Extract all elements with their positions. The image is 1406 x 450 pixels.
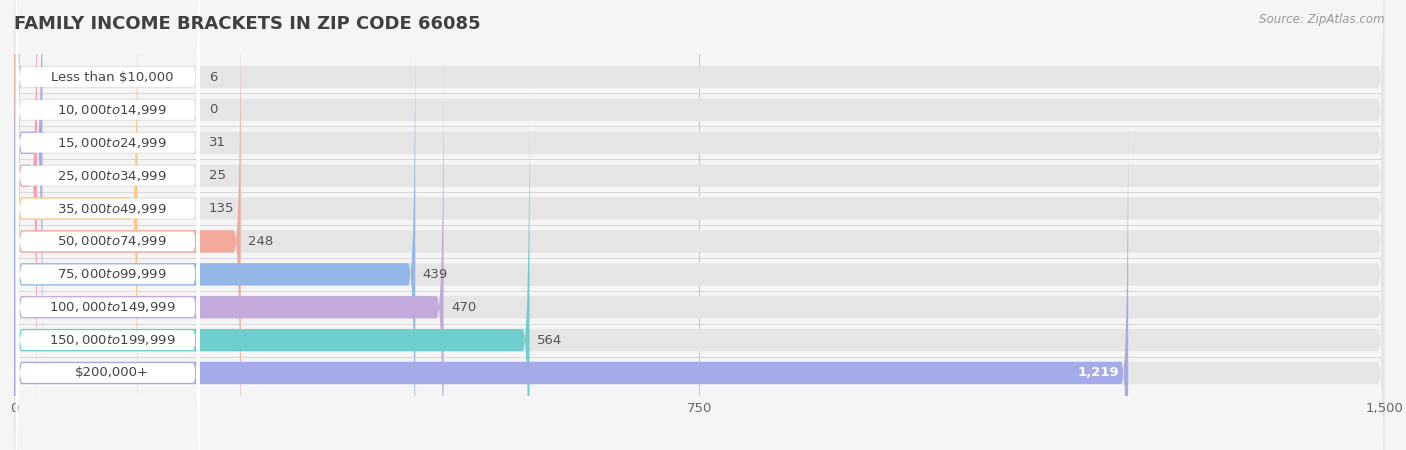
Text: 135: 135 — [208, 202, 235, 215]
FancyBboxPatch shape — [14, 88, 1385, 450]
FancyBboxPatch shape — [14, 0, 1385, 329]
Text: 6: 6 — [208, 71, 217, 84]
FancyBboxPatch shape — [14, 55, 444, 450]
Text: $15,000 to $24,999: $15,000 to $24,999 — [58, 136, 167, 150]
FancyBboxPatch shape — [14, 0, 1385, 395]
FancyBboxPatch shape — [15, 153, 200, 450]
FancyBboxPatch shape — [14, 0, 240, 450]
FancyBboxPatch shape — [15, 87, 200, 450]
FancyBboxPatch shape — [14, 0, 1385, 428]
Text: $200,000+: $200,000+ — [76, 366, 149, 379]
Text: Less than $10,000: Less than $10,000 — [51, 71, 173, 84]
Text: $150,000 to $199,999: $150,000 to $199,999 — [49, 333, 176, 347]
FancyBboxPatch shape — [15, 21, 200, 450]
Text: 470: 470 — [451, 301, 477, 314]
FancyBboxPatch shape — [14, 55, 1385, 450]
FancyBboxPatch shape — [14, 121, 1128, 450]
FancyBboxPatch shape — [15, 0, 200, 297]
FancyBboxPatch shape — [14, 0, 37, 428]
FancyBboxPatch shape — [14, 0, 138, 450]
Text: 248: 248 — [247, 235, 273, 248]
FancyBboxPatch shape — [15, 120, 200, 450]
FancyBboxPatch shape — [14, 0, 1385, 362]
Text: $50,000 to $74,999: $50,000 to $74,999 — [58, 234, 167, 248]
FancyBboxPatch shape — [14, 0, 42, 395]
Text: $75,000 to $99,999: $75,000 to $99,999 — [58, 267, 167, 281]
Text: 25: 25 — [208, 169, 226, 182]
Text: Source: ZipAtlas.com: Source: ZipAtlas.com — [1260, 14, 1385, 27]
Text: $10,000 to $14,999: $10,000 to $14,999 — [58, 103, 167, 117]
FancyBboxPatch shape — [14, 0, 1385, 450]
FancyBboxPatch shape — [15, 0, 200, 396]
Text: 564: 564 — [537, 333, 562, 346]
FancyBboxPatch shape — [15, 0, 200, 429]
FancyBboxPatch shape — [14, 0, 1385, 450]
FancyBboxPatch shape — [15, 0, 200, 330]
FancyBboxPatch shape — [14, 121, 1385, 450]
Text: 1,219: 1,219 — [1077, 366, 1119, 379]
FancyBboxPatch shape — [14, 22, 1385, 450]
FancyBboxPatch shape — [14, 22, 415, 450]
FancyBboxPatch shape — [13, 0, 21, 329]
Text: $100,000 to $149,999: $100,000 to $149,999 — [49, 300, 176, 314]
Text: 0: 0 — [208, 104, 217, 117]
FancyBboxPatch shape — [15, 54, 200, 450]
Text: $25,000 to $34,999: $25,000 to $34,999 — [58, 169, 167, 183]
Text: 31: 31 — [208, 136, 226, 149]
Text: 439: 439 — [423, 268, 449, 281]
Text: $35,000 to $49,999: $35,000 to $49,999 — [58, 202, 167, 216]
Text: FAMILY INCOME BRACKETS IN ZIP CODE 66085: FAMILY INCOME BRACKETS IN ZIP CODE 66085 — [14, 15, 481, 33]
FancyBboxPatch shape — [14, 88, 530, 450]
FancyBboxPatch shape — [15, 0, 200, 363]
